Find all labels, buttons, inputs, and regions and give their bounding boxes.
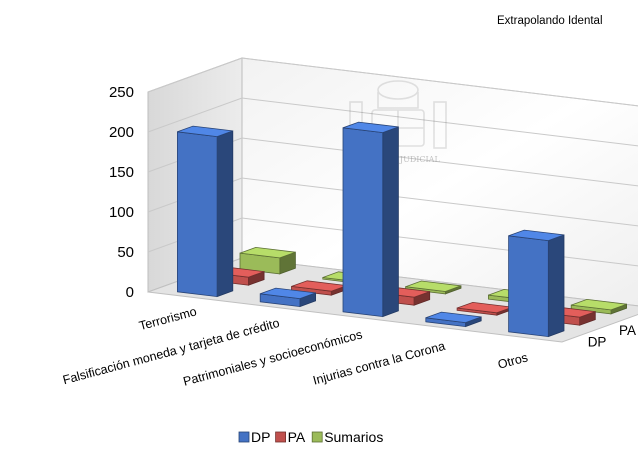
bar-dp-terrorismo [176,125,234,298]
legend-label-pa: PA [288,429,306,445]
y-tick-label: 200 [109,124,134,141]
depth-label-dp: DP [588,334,607,349]
legend-label-sumarios: Sumarios [324,429,383,445]
legend: DP PA Sumarios [238,429,383,445]
y-axis-ticks: 0 50 100 150 200 250 [109,84,134,301]
legend-label-dp: DP [251,429,270,445]
bar-sumarios-patrimoniales-y-socioeconomicos [405,280,462,295]
y-tick-label: 0 [126,284,134,301]
legend-swatch-dp [238,431,250,443]
bar-dp-patrimoniales-y-socioeconomicos [342,121,399,318]
bar-sumarios-terrorismo [239,246,296,275]
x-tick-label-otros: Otros [496,350,529,371]
bars [176,121,627,338]
y-tick-label: 50 [117,244,134,261]
legend-swatch-sumarios [311,431,323,443]
y-tick-label: 250 [109,84,134,101]
y-tick-label: 150 [109,164,134,181]
legend-swatch-pa [275,431,287,443]
depth-label-pa: PA [619,323,636,338]
x-tick-label-terrorismo: Terrorismo [138,304,199,333]
x-tick-label-falsificacion-moneda-y-tarjeta-de-credito: Falsificación moneda y tarjeta de crédit… [61,316,281,387]
bar-dp-otros [508,229,565,338]
bar-sumarios-otros [570,298,627,315]
chart-annotation: Extrapolando Idental [497,15,603,27]
gridline [147,57,638,107]
bar-dp-injurias-contra-la-corona [425,311,482,328]
bar-dp-falsificacion-moneda-y-tarjeta-de-credito [259,287,317,308]
gridline [147,97,638,147]
y-tick-label: 100 [109,204,134,221]
